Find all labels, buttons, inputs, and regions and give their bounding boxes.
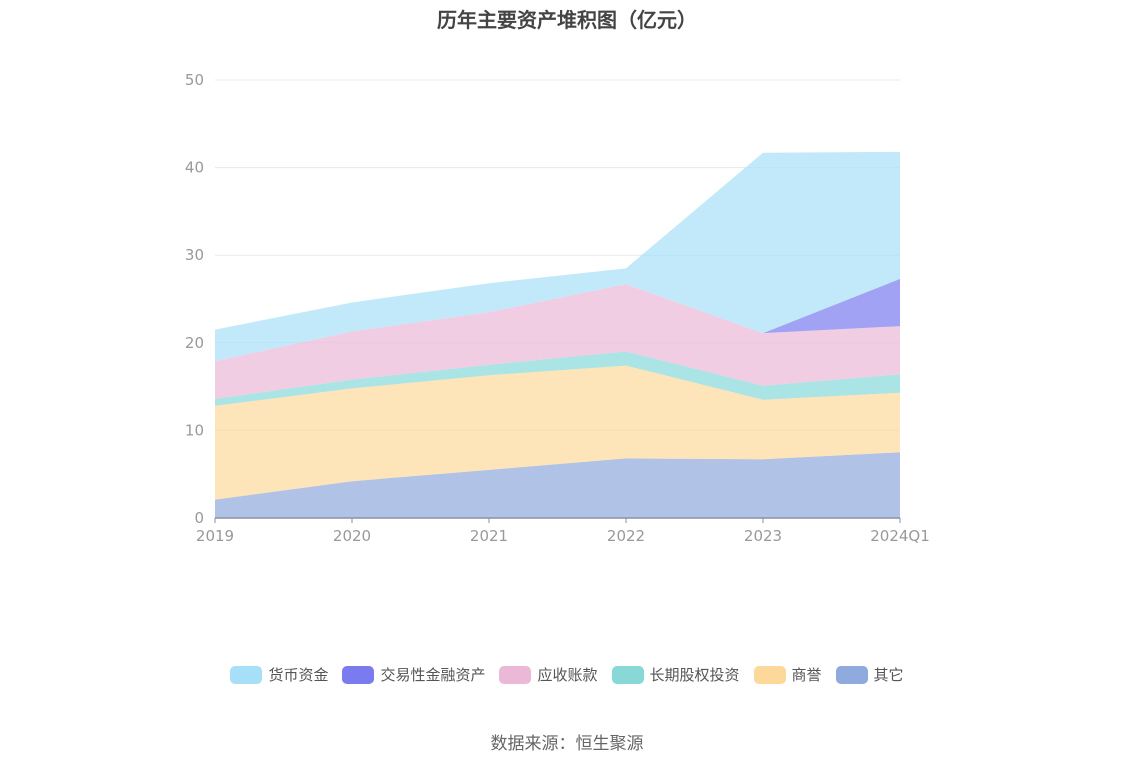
x-tick-label: 2021	[470, 527, 508, 545]
legend-swatch	[230, 665, 263, 684]
legend-label: 其它	[873, 666, 904, 684]
area-series-货币资金	[215, 151, 900, 362]
chart-title: 历年主要资产堆积图（亿元）	[437, 8, 697, 32]
area-series-商誉	[215, 365, 900, 500]
x-tick-label: 2019	[196, 527, 234, 545]
y-tick-label: 10	[185, 421, 204, 439]
x-tick-label: 2024Q1	[870, 527, 930, 545]
legend-swatch	[753, 665, 786, 684]
legend-label: 货币资金	[268, 666, 329, 684]
legend-swatch	[835, 665, 868, 684]
x-tick-label: 2020	[333, 527, 371, 545]
area-series-其它	[215, 452, 900, 518]
legend-swatch	[342, 665, 375, 684]
chart-legend: 货币资金 交易性金融资产 应收账款 长期股权投资 商誉 其它	[0, 664, 1134, 685]
area-series-应收账款	[215, 284, 900, 399]
x-tick-label: 2023	[744, 527, 782, 545]
legend-item[interactable]: 商誉	[753, 664, 822, 685]
legend-item[interactable]: 交易性金融资产	[342, 664, 485, 685]
legend-item[interactable]: 货币资金	[230, 664, 328, 685]
area-series-长期股权投资	[215, 351, 900, 406]
legend-swatch	[611, 665, 644, 684]
legend-label: 商誉	[791, 666, 822, 684]
y-tick-label: 50	[185, 71, 204, 89]
y-tick-label: 40	[185, 159, 204, 177]
y-tick-label: 20	[185, 334, 204, 352]
legend-item[interactable]: 长期股权投资	[611, 664, 740, 685]
legend-label: 长期股权投资	[649, 666, 740, 684]
legend-label: 应收账款	[537, 666, 598, 684]
legend-item[interactable]: 其它	[835, 664, 904, 685]
legend-label: 交易性金融资产	[380, 666, 486, 684]
x-tick-label: 2022	[607, 527, 645, 545]
data-source: 数据来源：恒生聚源	[490, 734, 644, 754]
y-tick-label: 30	[185, 246, 204, 264]
y-tick-label: 0	[194, 509, 204, 527]
legend-swatch	[499, 665, 532, 684]
legend-item[interactable]: 应收账款	[499, 664, 598, 685]
